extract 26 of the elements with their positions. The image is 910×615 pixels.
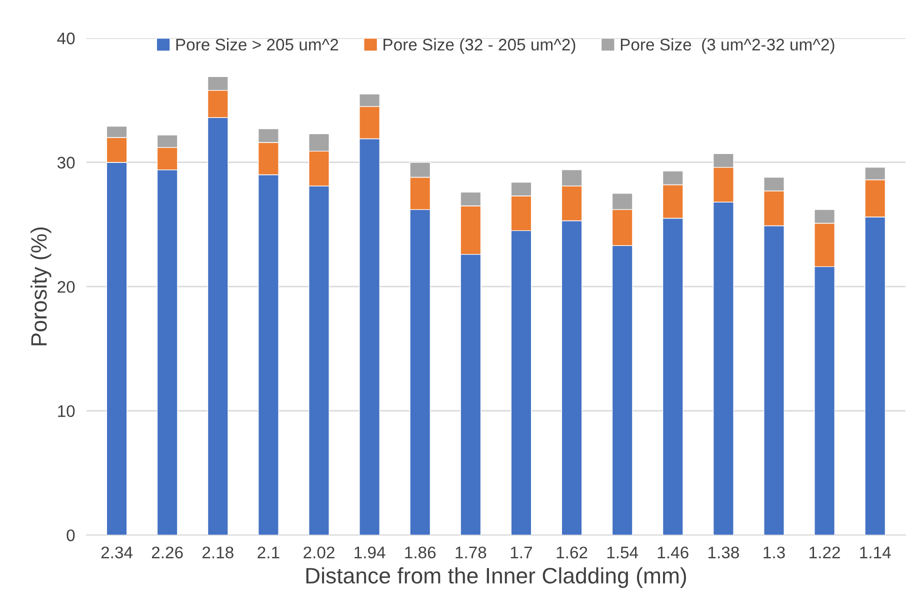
x-tick-label: 2.02 bbox=[304, 546, 334, 558]
y-tick-label: 0 bbox=[66, 529, 75, 542]
x-tick-label: 1.54 bbox=[607, 546, 638, 558]
x-tick-label: 2.1 bbox=[258, 546, 280, 558]
legend-label: Pore Size (3 um^2-32 um^2) bbox=[620, 38, 834, 54]
y-axis-title: Porosity (%) bbox=[30, 227, 52, 346]
x-tick-label: 1.62 bbox=[556, 546, 588, 558]
legend-label: Pore Size (32 - 205 um^2) bbox=[384, 38, 576, 54]
x-tick-label: 1.14 bbox=[860, 546, 891, 558]
legend-label: Pore Size > 205 um^2 bbox=[176, 38, 338, 51]
x-axis-title: Distance from the Inner Cladding (mm) bbox=[306, 567, 686, 588]
x-tick-label: 1.94 bbox=[354, 546, 386, 558]
y-tick-label: 10 bbox=[58, 405, 75, 418]
x-tick-label: 1.3 bbox=[764, 546, 785, 558]
x-tick-label: 2.26 bbox=[152, 546, 183, 558]
x-tick-label: 1.78 bbox=[456, 546, 486, 558]
x-tick-label: 1.22 bbox=[810, 546, 840, 558]
x-tick-label: 1.86 bbox=[405, 546, 436, 558]
x-tick-label: 1.38 bbox=[708, 546, 739, 558]
x-tick-label: 1.7 bbox=[510, 546, 532, 558]
y-tick-label: 40 bbox=[57, 32, 75, 44]
x-tick-label: 1.46 bbox=[658, 546, 688, 558]
y-tick-label: 30 bbox=[57, 156, 75, 169]
y-tick-label: 20 bbox=[58, 280, 75, 293]
x-tick-label: 2.18 bbox=[202, 546, 234, 558]
x-tick-label: 2.34 bbox=[101, 546, 133, 558]
